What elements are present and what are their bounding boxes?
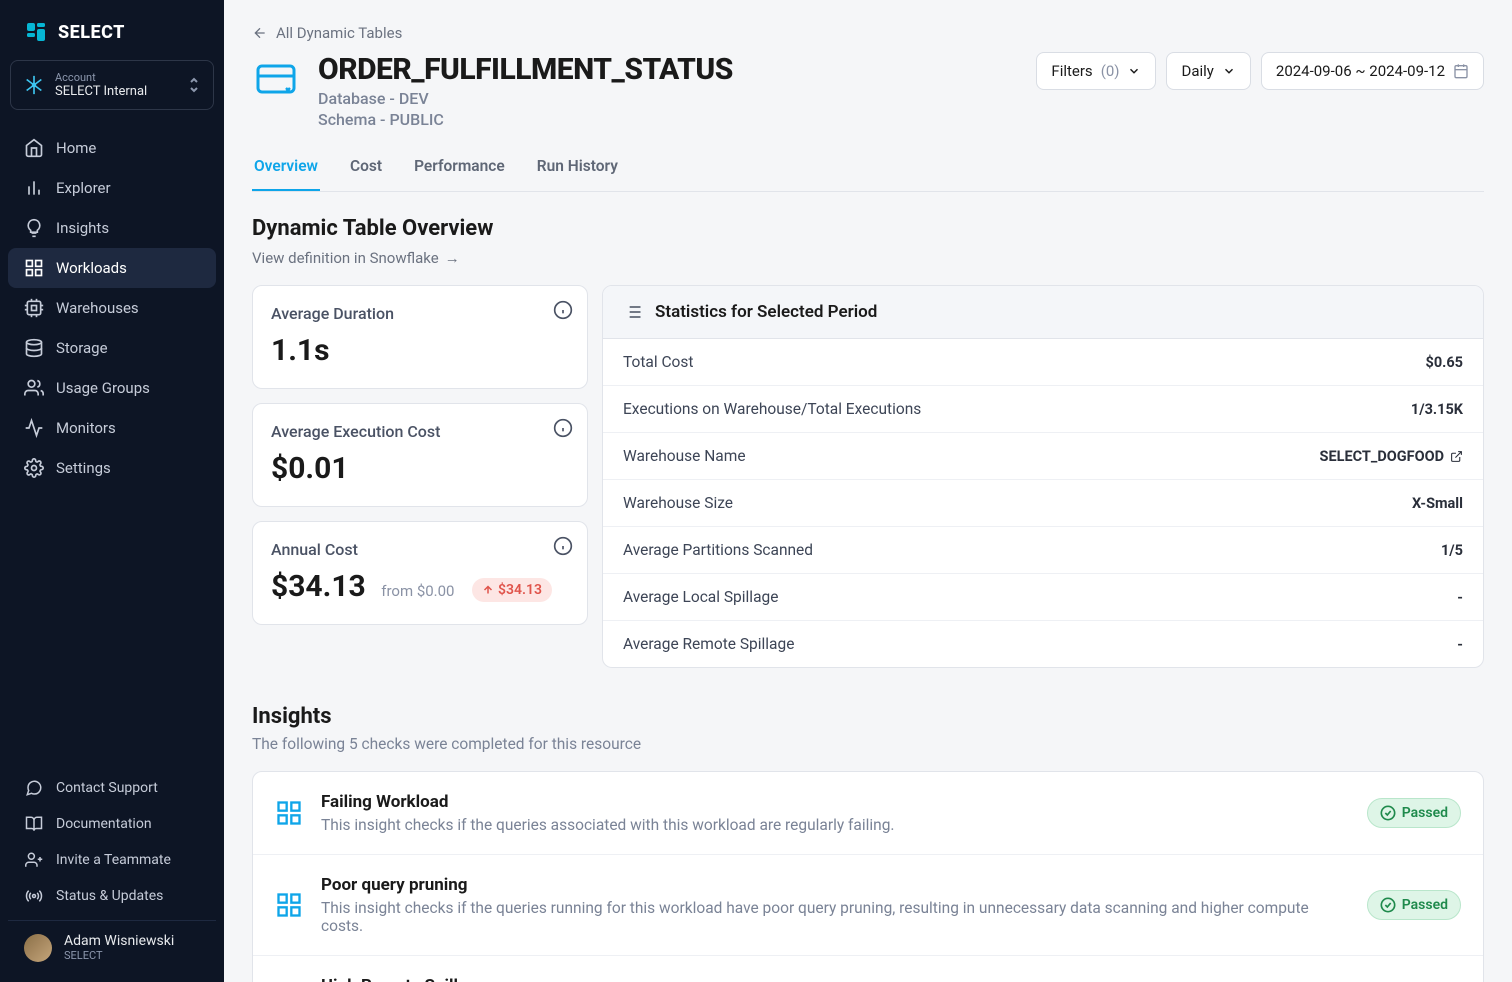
stats-row: Average Remote Spillage-	[603, 621, 1483, 667]
sidebar-item-warehouses[interactable]: Warehouses	[8, 288, 216, 328]
snowflake-icon	[23, 74, 45, 96]
check-circle-icon	[1380, 805, 1396, 821]
stats-row: Warehouse NameSELECT_DOGFOOD	[603, 433, 1483, 480]
filters-button[interactable]: Filters (0)	[1036, 52, 1156, 90]
chevron-down-icon	[1127, 64, 1141, 78]
chevrons-icon	[187, 76, 201, 94]
annual-cost-card: Annual Cost $34.13 from $0.00 $34.13	[252, 521, 588, 625]
insight-row[interactable]: High Remote SpillageThis insight checks …	[253, 956, 1483, 982]
schema-line: Schema - PUBLIC	[318, 110, 733, 129]
bulb-icon	[24, 218, 44, 238]
info-icon[interactable]	[553, 536, 573, 556]
account-name: SELECT Internal	[55, 84, 177, 99]
db-icon	[24, 338, 44, 358]
dynamic-table-icon	[252, 56, 300, 104]
tab-cost[interactable]: Cost	[348, 147, 384, 191]
user-name: Adam Wisniewski	[64, 933, 174, 949]
documentation-link[interactable]: Documentation	[8, 806, 216, 842]
sidebar-item-home[interactable]: Home	[8, 128, 216, 168]
sidebar-item-usage-groups[interactable]: Usage Groups	[8, 368, 216, 408]
user-org: SELECT	[64, 949, 174, 962]
calendar-icon	[1453, 63, 1469, 79]
avg-exec-cost-card: Average Execution Cost $0.01	[252, 403, 588, 507]
workload-icon	[275, 891, 303, 919]
view-definition-link[interactable]: View definition in Snowflake →	[252, 249, 460, 267]
chip-icon	[24, 298, 44, 318]
delta-badge: $34.13	[472, 578, 552, 602]
list-icon	[623, 302, 643, 322]
sidebar-item-settings[interactable]: Settings	[8, 448, 216, 488]
main: All Dynamic Tables ORDER_FULFILLMENT_STA…	[224, 0, 1512, 982]
home-icon	[24, 138, 44, 158]
sidebar-item-storage[interactable]: Storage	[8, 328, 216, 368]
insights-heading: Insights	[252, 704, 1484, 729]
invite-teammate-link[interactable]: Invite a Teammate	[8, 842, 216, 878]
sidebar-item-workloads[interactable]: Workloads	[8, 248, 216, 288]
stats-row: Total Cost$0.65	[603, 339, 1483, 386]
group-icon	[24, 378, 44, 398]
stats-row: Executions on Warehouse/Total Executions…	[603, 386, 1483, 433]
sidebar-item-insights[interactable]: Insights	[8, 208, 216, 248]
info-icon[interactable]	[553, 418, 573, 438]
insights-subtitle: The following 5 checks were completed fo…	[252, 735, 1484, 753]
gear-icon	[24, 458, 44, 478]
status-badge: Passed	[1367, 890, 1461, 920]
chevron-down-icon	[1222, 64, 1236, 78]
breadcrumb-back[interactable]: All Dynamic Tables	[252, 24, 1484, 42]
user-plus-icon	[24, 850, 44, 870]
stats-row: Average Partitions Scanned1/5	[603, 527, 1483, 574]
logo-icon	[24, 20, 48, 44]
logo-text: SELECT	[58, 22, 125, 43]
logo[interactable]: SELECT	[0, 0, 224, 60]
sidebar-bottom: Contact Support Documentation Invite a T…	[0, 762, 224, 982]
workload-icon	[275, 799, 303, 827]
tab-run-history[interactable]: Run History	[535, 147, 620, 191]
sidebar-item-explorer[interactable]: Explorer	[8, 168, 216, 208]
info-icon[interactable]	[553, 300, 573, 320]
stats-row: Warehouse SizeX-Small	[603, 480, 1483, 527]
chat-icon	[24, 778, 44, 798]
page-title: ORDER_FULFILLMENT_STATUS	[318, 52, 733, 87]
contact-support-link[interactable]: Contact Support	[8, 770, 216, 806]
check-circle-icon	[1380, 897, 1396, 913]
stats-row: Average Local Spillage-	[603, 574, 1483, 621]
account-label: Account	[55, 71, 177, 84]
arrow-left-icon	[252, 25, 268, 41]
avatar	[24, 934, 52, 962]
sidebar: SELECT Account SELECT Internal HomeExplo…	[0, 0, 224, 982]
account-switcher[interactable]: Account SELECT Internal	[10, 60, 214, 110]
book-icon	[24, 814, 44, 834]
insight-row[interactable]: Poor query pruningThis insight checks if…	[253, 855, 1483, 956]
arrow-up-icon	[482, 584, 494, 596]
tab-overview[interactable]: Overview	[252, 147, 320, 191]
stats-panel: Statistics for Selected Period Total Cos…	[602, 285, 1484, 668]
status-badge: Passed	[1367, 798, 1461, 828]
grid-icon	[24, 258, 44, 278]
pulse-icon	[24, 418, 44, 438]
date-range-picker[interactable]: 2024-09-06 ~ 2024-09-12	[1261, 52, 1484, 90]
external-link-icon[interactable]	[1450, 450, 1463, 463]
insight-list: Failing WorkloadThis insight checks if t…	[252, 771, 1484, 982]
tabs: Overview Cost Performance Run History	[252, 147, 1484, 192]
user-menu[interactable]: Adam Wisniewski SELECT	[8, 920, 216, 974]
overview-heading: Dynamic Table Overview	[252, 216, 1484, 241]
sidebar-item-monitors[interactable]: Monitors	[8, 408, 216, 448]
insight-row[interactable]: Failing WorkloadThis insight checks if t…	[253, 772, 1483, 855]
nav: HomeExplorerInsightsWorkloadsWarehousesS…	[0, 124, 224, 762]
broadcast-icon	[24, 886, 44, 906]
avg-duration-card: Average Duration 1.1s	[252, 285, 588, 389]
arrow-right-icon: →	[445, 249, 460, 267]
tab-performance[interactable]: Performance	[412, 147, 507, 191]
database-line: Database - DEV	[318, 89, 733, 108]
granularity-select[interactable]: Daily	[1166, 52, 1250, 90]
status-updates-link[interactable]: Status & Updates	[8, 878, 216, 914]
bars-icon	[24, 178, 44, 198]
